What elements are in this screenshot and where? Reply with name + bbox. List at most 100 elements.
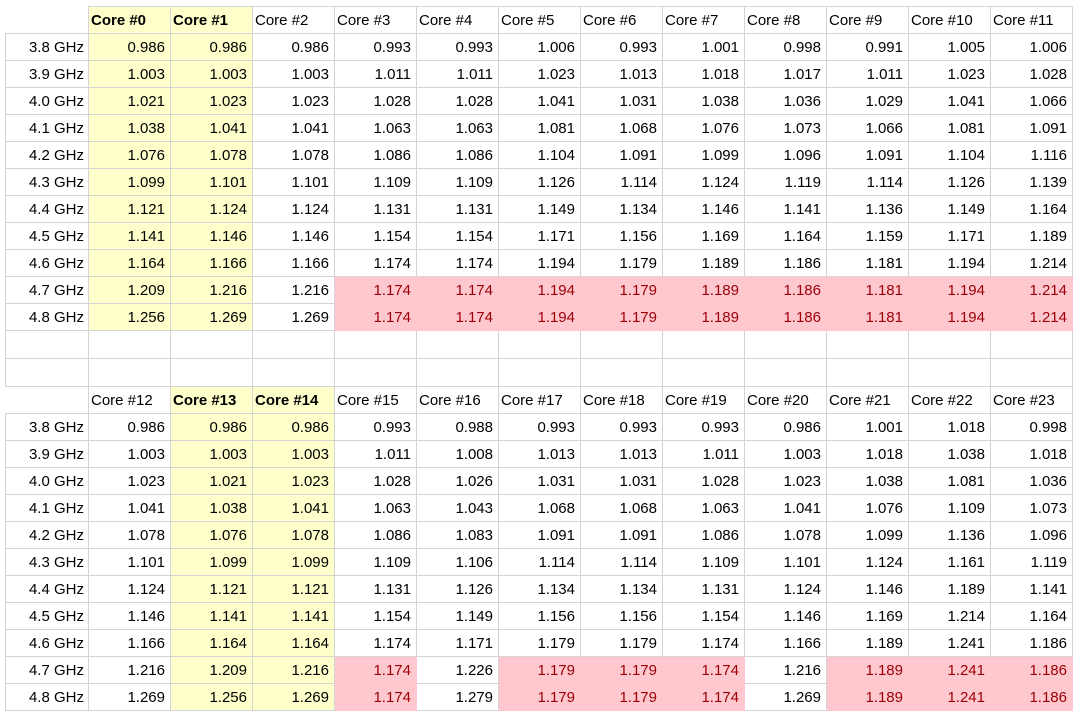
- core-header[interactable]: Core #17: [498, 386, 581, 414]
- voltage-cell[interactable]: 1.041: [744, 494, 827, 522]
- core-header[interactable]: Core #18: [580, 386, 663, 414]
- voltage-cell[interactable]: 1.091: [580, 141, 663, 169]
- voltage-cell[interactable]: 1.003: [170, 440, 253, 468]
- voltage-cell[interactable]: 1.269: [88, 683, 171, 711]
- voltage-cell[interactable]: 0.993: [416, 33, 499, 61]
- voltage-cell[interactable]: 1.174: [662, 656, 745, 684]
- voltage-cell[interactable]: 1.186: [744, 249, 827, 277]
- voltage-cell[interactable]: 1.096: [744, 141, 827, 169]
- voltage-cell[interactable]: 1.109: [662, 548, 745, 576]
- corner-cell[interactable]: [5, 6, 89, 34]
- voltage-cell[interactable]: 1.174: [416, 249, 499, 277]
- core-header[interactable]: Core #15: [334, 386, 417, 414]
- voltage-cell[interactable]: 1.076: [662, 114, 745, 142]
- frequency-label[interactable]: 4.6 GHz: [5, 249, 89, 277]
- voltage-cell[interactable]: 1.086: [334, 521, 417, 549]
- voltage-cell[interactable]: 1.256: [170, 683, 253, 711]
- voltage-cell[interactable]: 1.141: [990, 575, 1073, 603]
- empty-cell[interactable]: [498, 358, 581, 387]
- voltage-cell[interactable]: 1.146: [170, 222, 253, 250]
- voltage-cell[interactable]: 1.174: [334, 656, 417, 684]
- voltage-cell[interactable]: 1.174: [334, 276, 417, 304]
- voltage-cell[interactable]: 1.116: [990, 141, 1073, 169]
- voltage-cell[interactable]: 1.279: [416, 683, 499, 711]
- voltage-cell[interactable]: 1.194: [908, 303, 991, 331]
- empty-cell[interactable]: [88, 330, 171, 359]
- voltage-cell[interactable]: 1.021: [170, 467, 253, 495]
- voltage-cell[interactable]: 1.031: [580, 87, 663, 115]
- voltage-cell[interactable]: 1.003: [744, 440, 827, 468]
- voltage-cell[interactable]: 1.023: [908, 60, 991, 88]
- voltage-cell[interactable]: 1.146: [826, 575, 909, 603]
- voltage-cell[interactable]: 1.081: [908, 114, 991, 142]
- voltage-cell[interactable]: 1.216: [744, 656, 827, 684]
- voltage-cell[interactable]: 1.189: [826, 629, 909, 657]
- voltage-cell[interactable]: 1.181: [826, 303, 909, 331]
- voltage-cell[interactable]: 1.091: [826, 141, 909, 169]
- voltage-cell[interactable]: 1.134: [498, 575, 581, 603]
- voltage-cell[interactable]: 1.146: [88, 602, 171, 630]
- empty-cell[interactable]: [580, 330, 663, 359]
- voltage-cell[interactable]: 1.017: [744, 60, 827, 88]
- voltage-cell[interactable]: 1.036: [990, 467, 1073, 495]
- voltage-cell[interactable]: 0.986: [170, 413, 253, 441]
- voltage-cell[interactable]: 0.998: [990, 413, 1073, 441]
- voltage-cell[interactable]: 1.159: [826, 222, 909, 250]
- voltage-cell[interactable]: 1.031: [580, 467, 663, 495]
- empty-cell[interactable]: [826, 358, 909, 387]
- core-header[interactable]: Core #11: [990, 6, 1073, 34]
- voltage-cell[interactable]: 1.081: [498, 114, 581, 142]
- voltage-cell[interactable]: 1.086: [662, 521, 745, 549]
- voltage-cell[interactable]: 1.131: [416, 195, 499, 223]
- voltage-cell[interactable]: 1.174: [416, 303, 499, 331]
- voltage-cell[interactable]: 1.091: [498, 521, 581, 549]
- voltage-cell[interactable]: 1.156: [498, 602, 581, 630]
- voltage-cell[interactable]: 1.114: [580, 548, 663, 576]
- voltage-cell[interactable]: 1.099: [662, 141, 745, 169]
- voltage-cell[interactable]: 1.179: [580, 629, 663, 657]
- voltage-cell[interactable]: 1.119: [744, 168, 827, 196]
- voltage-cell[interactable]: 1.149: [908, 195, 991, 223]
- voltage-cell[interactable]: 1.078: [744, 521, 827, 549]
- voltage-cell[interactable]: 1.164: [170, 629, 253, 657]
- core-header[interactable]: Core #13: [170, 386, 253, 414]
- voltage-cell[interactable]: 0.993: [498, 413, 581, 441]
- frequency-label[interactable]: 4.0 GHz: [5, 87, 89, 115]
- voltage-cell[interactable]: 1.076: [170, 521, 253, 549]
- voltage-cell[interactable]: 1.186: [990, 683, 1073, 711]
- frequency-label[interactable]: 4.4 GHz: [5, 575, 89, 603]
- voltage-cell[interactable]: 0.986: [170, 33, 253, 61]
- voltage-cell[interactable]: 1.078: [252, 521, 335, 549]
- core-header[interactable]: Core #0: [88, 6, 171, 34]
- voltage-cell[interactable]: 1.114: [498, 548, 581, 576]
- voltage-cell[interactable]: 1.126: [908, 168, 991, 196]
- core-header[interactable]: Core #16: [416, 386, 499, 414]
- frequency-label[interactable]: 3.9 GHz: [5, 60, 89, 88]
- voltage-cell[interactable]: 1.041: [252, 494, 335, 522]
- voltage-cell[interactable]: 1.171: [498, 222, 581, 250]
- voltage-cell[interactable]: 1.174: [334, 683, 417, 711]
- voltage-cell[interactable]: 1.179: [580, 303, 663, 331]
- voltage-cell[interactable]: 1.109: [334, 548, 417, 576]
- voltage-cell[interactable]: 1.023: [744, 467, 827, 495]
- voltage-cell[interactable]: 1.179: [580, 276, 663, 304]
- voltage-cell[interactable]: 1.121: [252, 575, 335, 603]
- voltage-cell[interactable]: 1.003: [88, 60, 171, 88]
- voltage-cell[interactable]: 1.013: [498, 440, 581, 468]
- voltage-cell[interactable]: 1.028: [990, 60, 1073, 88]
- voltage-cell[interactable]: 1.099: [170, 548, 253, 576]
- voltage-cell[interactable]: 1.091: [990, 114, 1073, 142]
- voltage-cell[interactable]: 1.018: [826, 440, 909, 468]
- voltage-cell[interactable]: 1.149: [498, 195, 581, 223]
- empty-cell[interactable]: [170, 330, 253, 359]
- voltage-cell[interactable]: 1.164: [252, 629, 335, 657]
- frequency-label[interactable]: 4.5 GHz: [5, 602, 89, 630]
- voltage-cell[interactable]: 1.166: [744, 629, 827, 657]
- voltage-cell[interactable]: 1.043: [416, 494, 499, 522]
- voltage-cell[interactable]: 1.031: [498, 467, 581, 495]
- voltage-cell[interactable]: 1.194: [498, 303, 581, 331]
- voltage-cell[interactable]: 1.006: [990, 33, 1073, 61]
- voltage-cell[interactable]: 1.216: [170, 276, 253, 304]
- voltage-cell[interactable]: 1.174: [662, 629, 745, 657]
- voltage-cell[interactable]: 1.018: [908, 413, 991, 441]
